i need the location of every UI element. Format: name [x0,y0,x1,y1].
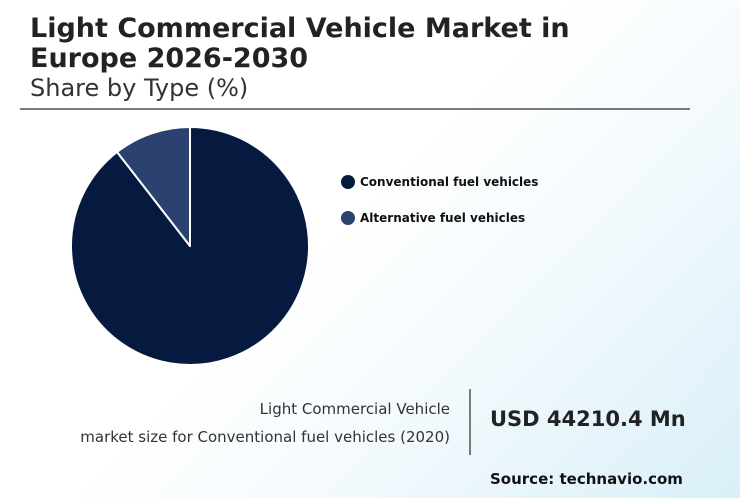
chart-title-line-1: Light Commercial Vehicle Market in [30,13,570,44]
legend-swatch-alternative [341,211,355,225]
chart-subtitle: Share by Type (%) [30,74,249,102]
market-size-caption-line-1: Light Commercial Vehicle [259,400,450,418]
source-credit: Source: technavio.com [490,470,683,488]
market-size-value: USD 44210.4 Mn [490,407,686,431]
metric-divider [469,389,471,455]
legend-label-alternative: Alternative fuel vehicles [360,211,526,225]
market-size-caption-line-2: market size for Conventional fuel vehicl… [80,428,450,446]
pie-slice-alternative-fuel-vehicles [116,126,191,247]
chart-title-line-2: Europe 2026-2030 [30,43,309,74]
legend-swatch-conventional [341,175,355,189]
header-divider [20,108,690,110]
pie-chart [70,126,310,366]
legend-label-conventional: Conventional fuel vehicles [360,175,539,189]
